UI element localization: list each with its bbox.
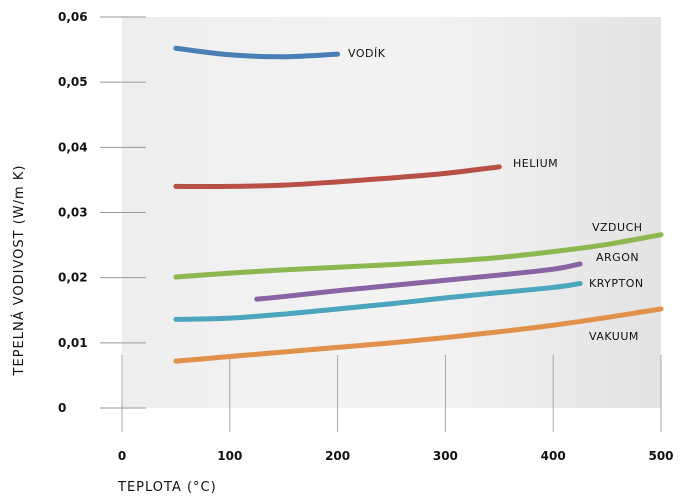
- series-label-argon: ARGON: [596, 251, 639, 264]
- series-label-vzduch: VZDUCH: [592, 221, 643, 234]
- series-layer: VODÍK HELIUM VZDUCH ARGON KRYPTON VAKUUM: [173, 45, 664, 364]
- y-tick-label: 0,03: [58, 206, 88, 220]
- x-tick-label: 300: [433, 449, 458, 463]
- series-line-krypton: [173, 281, 583, 322]
- series-label-helium: HELIUM: [513, 157, 558, 170]
- x-tick-label: 400: [541, 449, 566, 463]
- series-line-argon: [254, 261, 583, 302]
- series-line-vakuum: [173, 306, 664, 364]
- x-tick-label: 0: [118, 449, 126, 463]
- series-line-vzduch: [173, 232, 664, 280]
- y-tick-label: 0,02: [58, 271, 88, 285]
- y-axis: 0 0,01 0,02 0,03 0,04 0,05 0,06: [58, 10, 146, 415]
- y-tick-label: 0: [58, 401, 66, 415]
- x-axis-label: TEPLOTA (°C): [117, 480, 217, 495]
- y-axis-label: TEPELNÁ VODIVOST (W/m K): [11, 165, 27, 377]
- x-tick-label: 200: [325, 449, 350, 463]
- series-label-vodik: VODÍK: [348, 47, 386, 60]
- y-tick-label: 0,01: [58, 336, 88, 350]
- plot-background: [122, 17, 661, 408]
- x-tick-label: 100: [217, 449, 242, 463]
- x-axis: 0 100 200 300 400 500: [118, 355, 674, 463]
- series-label-vakuum: VAKUUM: [589, 330, 639, 343]
- series-label-krypton: KRYPTON: [589, 277, 644, 290]
- y-tick-label: 0,06: [58, 10, 88, 24]
- y-tick-label: 0,04: [58, 140, 88, 154]
- series-line-vodik: [173, 45, 341, 60]
- series-line-helium: [173, 164, 502, 190]
- x-tick-label: 500: [648, 449, 673, 463]
- y-tick-label: 0,05: [58, 75, 88, 89]
